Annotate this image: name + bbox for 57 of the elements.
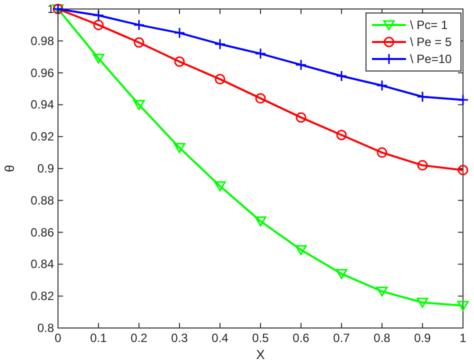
x-tick-label: 0.4 bbox=[212, 331, 229, 345]
point bbox=[457, 300, 469, 311]
point bbox=[336, 70, 348, 82]
point bbox=[336, 130, 347, 140]
point bbox=[174, 56, 185, 67]
x-tick-label: 0.6 bbox=[292, 331, 310, 345]
legend-label: \ Pe = 5 bbox=[410, 35, 452, 49]
x-axis-title: X bbox=[256, 347, 266, 362]
point bbox=[255, 93, 266, 104]
point bbox=[92, 54, 104, 64]
y-tick-label: 0.9 bbox=[37, 162, 54, 176]
point bbox=[296, 112, 306, 123]
legend-label: \ Pc= 1 bbox=[410, 18, 448, 32]
point bbox=[416, 298, 428, 308]
x-tick-label: 0.5 bbox=[252, 331, 270, 345]
point bbox=[93, 20, 104, 30]
point bbox=[174, 143, 186, 154]
legend-label: \ Pe=10 bbox=[410, 52, 452, 66]
y-tick-label: 0.82 bbox=[30, 289, 54, 304]
point bbox=[458, 164, 468, 176]
point bbox=[214, 74, 226, 84]
point bbox=[134, 37, 144, 48]
x-tick-label: 0.9 bbox=[414, 331, 432, 345]
point bbox=[254, 48, 266, 60]
x-tick-label: 0.1 bbox=[90, 331, 108, 345]
y-tick-label: 1 bbox=[47, 2, 54, 16]
point bbox=[295, 59, 307, 71]
y-tick-label: 0.96 bbox=[30, 66, 54, 80]
point bbox=[376, 147, 388, 158]
y-tick-label: 0.92 bbox=[30, 130, 54, 144]
x-tick-label: 0.8 bbox=[374, 331, 391, 345]
y-tick-label: 0.94 bbox=[30, 98, 54, 112]
x-tick-label: 0.3 bbox=[171, 331, 188, 345]
point bbox=[376, 286, 388, 297]
y-axis-title: θ bbox=[2, 164, 17, 172]
y-tick-label: 0.8 bbox=[37, 321, 54, 335]
y-tick-label: 0.98 bbox=[30, 34, 54, 48]
point bbox=[457, 94, 469, 106]
x-tick-label: 0.2 bbox=[130, 331, 148, 345]
x-tick-label: 0.7 bbox=[333, 331, 350, 345]
point bbox=[416, 90, 428, 102]
y-tick-label: 0.84 bbox=[30, 257, 54, 272]
y-tick-label: 0.88 bbox=[30, 193, 54, 208]
x-tick-label: 0 bbox=[54, 331, 62, 345]
point bbox=[133, 100, 145, 110]
y-tick-label: 0.86 bbox=[30, 225, 54, 240]
point bbox=[417, 160, 428, 171]
point bbox=[376, 80, 388, 92]
point bbox=[214, 181, 226, 192]
x-tick-label: 1 bbox=[460, 331, 467, 345]
point bbox=[174, 27, 186, 39]
point bbox=[295, 245, 307, 256]
point bbox=[92, 10, 104, 22]
point bbox=[254, 216, 266, 226]
point bbox=[214, 38, 226, 50]
point bbox=[133, 19, 145, 31]
point bbox=[336, 269, 348, 280]
